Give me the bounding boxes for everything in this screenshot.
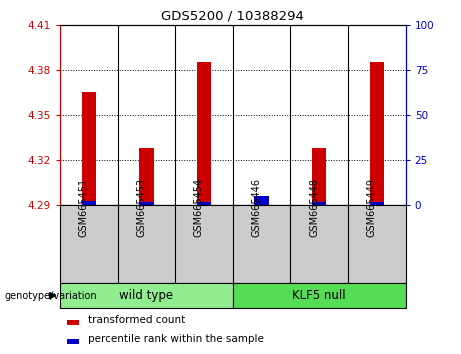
Title: GDS5200 / 10388294: GDS5200 / 10388294 [161, 9, 304, 22]
Bar [312, 148, 326, 205]
Bar [82, 201, 96, 205]
Text: GSM665453: GSM665453 [136, 178, 146, 237]
Bar [254, 196, 269, 205]
Bar [67, 320, 79, 325]
Bar [139, 148, 154, 205]
Bar [82, 92, 96, 205]
Bar [370, 202, 384, 205]
Text: GSM665448: GSM665448 [309, 178, 319, 237]
Bar [197, 202, 211, 205]
Bar [139, 202, 154, 205]
Bar [254, 199, 269, 205]
Text: percentile rank within the sample: percentile rank within the sample [88, 334, 264, 344]
Text: genotype/variation: genotype/variation [5, 291, 97, 301]
Bar [67, 339, 79, 344]
Text: GSM665449: GSM665449 [367, 178, 377, 237]
Bar [60, 283, 233, 308]
Bar [312, 202, 326, 205]
Text: GSM665451: GSM665451 [79, 178, 89, 237]
Text: KLF5 null: KLF5 null [292, 289, 346, 302]
Text: wild type: wild type [119, 289, 173, 302]
Bar [233, 283, 406, 308]
Text: GSM665454: GSM665454 [194, 178, 204, 237]
Text: GSM665446: GSM665446 [252, 178, 262, 237]
Bar [197, 62, 211, 205]
Bar [370, 62, 384, 205]
Text: transformed count: transformed count [88, 315, 185, 325]
